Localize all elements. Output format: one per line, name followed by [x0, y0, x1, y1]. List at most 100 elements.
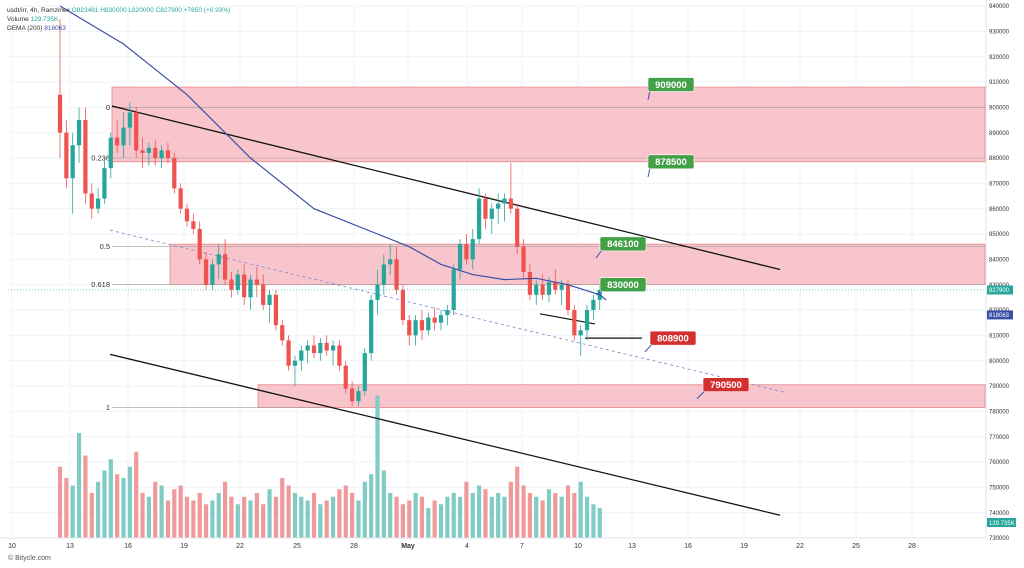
annotation-pointer — [644, 343, 653, 353]
volume-bar — [76, 433, 82, 538]
volume-bar — [165, 500, 171, 538]
candle-body — [521, 246, 526, 272]
candle-body — [496, 203, 501, 209]
x-tick-label: 4 — [465, 543, 469, 550]
volume-bar — [121, 478, 126, 538]
volume-bar — [273, 496, 278, 538]
candle-body — [502, 198, 507, 204]
volume-bar — [375, 395, 380, 538]
volume-bar — [159, 485, 164, 538]
candle-body — [394, 259, 399, 290]
volume-bar — [407, 500, 412, 538]
candle-body — [159, 150, 164, 158]
candle-body — [96, 198, 101, 209]
volume-bar — [464, 481, 469, 538]
volume-bar — [572, 493, 577, 538]
candle-body — [527, 272, 532, 295]
candle-body — [445, 310, 450, 316]
volume-bar — [343, 485, 348, 538]
annotation-pointer — [595, 249, 603, 259]
volume-bar — [210, 500, 215, 538]
volume-bar — [356, 500, 361, 538]
y-tick-label: 740000 — [989, 511, 1010, 517]
annotation-box — [599, 236, 647, 252]
volume-bar — [502, 496, 507, 538]
volume-bar — [292, 493, 298, 538]
volume-bar — [559, 496, 564, 538]
volume-bar — [229, 496, 234, 538]
volume-bar — [197, 493, 202, 538]
legend-volume-row: Volume 129.735K — [7, 15, 230, 24]
candle-body — [489, 208, 494, 219]
x-tick-label: 16 — [124, 543, 132, 550]
y-tick-label: 880000 — [989, 156, 1010, 162]
candle-body — [178, 188, 183, 209]
volume-bar — [57, 466, 63, 538]
volume-bar — [540, 500, 545, 538]
y-tick-label: 760000 — [989, 460, 1010, 466]
candle-body — [324, 342, 329, 351]
fib-level-label: 0.618 — [91, 280, 110, 289]
volume-bar — [267, 489, 272, 538]
annotation-pointer — [696, 390, 706, 400]
candle-body — [305, 345, 310, 351]
volume-bar — [591, 504, 596, 538]
upper-trendline — [111, 105, 781, 271]
x-tick-label: 13 — [66, 543, 74, 550]
volume-bar — [102, 470, 107, 538]
candle-body — [343, 365, 348, 389]
volume-bar — [369, 474, 374, 538]
y-tick-label: 800000 — [989, 359, 1010, 365]
x-tick-label: 10 — [574, 543, 582, 550]
candle-body — [375, 284, 380, 300]
volume-bar — [584, 496, 590, 538]
lower-trendline — [109, 353, 781, 516]
volume-bar — [299, 496, 304, 538]
candle-body — [76, 120, 82, 146]
x-tick-label: 28 — [908, 543, 916, 550]
last-price-tag: 827900 — [989, 288, 1010, 294]
annotation-box — [647, 77, 695, 92]
volume-bar — [223, 481, 228, 538]
y-tick-label: 910000 — [989, 80, 1010, 86]
volume-bar — [330, 496, 336, 538]
legend: usdt/irr, 4h, Ramzinex O823481 H830000 L… — [7, 6, 230, 33]
volume-bar — [445, 496, 450, 538]
candle-body — [134, 112, 139, 151]
candle-body — [362, 353, 367, 392]
volume-bar — [578, 481, 583, 538]
volume-bar — [508, 481, 513, 538]
candle-body — [369, 299, 374, 354]
annotation-box — [647, 154, 695, 170]
fib-level-label: 1 — [106, 403, 110, 412]
candle-body — [197, 228, 202, 260]
annotation-label: 878500 — [655, 157, 687, 168]
annotation-box — [599, 277, 647, 292]
y-tick-label: 850000 — [989, 232, 1010, 238]
candle-body — [140, 150, 145, 153]
volume-bar — [242, 496, 247, 538]
volume-bar — [419, 496, 425, 538]
volume-bar — [438, 504, 444, 538]
annotation-label: 790500 — [710, 380, 742, 391]
candle-body — [578, 330, 583, 336]
candle-body — [337, 345, 342, 366]
x-tick-label: 25 — [293, 543, 301, 550]
candle-body — [153, 147, 158, 158]
y-tick-label: 900000 — [989, 106, 1010, 112]
volume-bar — [203, 504, 209, 538]
brand-watermark: © Bitycle.com — [8, 555, 51, 562]
candle-body — [350, 388, 355, 402]
candle-body — [572, 310, 577, 336]
candle-body — [330, 345, 336, 351]
volume-bar — [470, 493, 475, 538]
dema-axis-tag-box — [987, 310, 1013, 320]
candle-body — [254, 279, 259, 285]
candle-body — [546, 282, 552, 295]
volume-bar — [337, 489, 342, 538]
volume-bar — [146, 496, 151, 538]
supply-demand-zone — [169, 243, 986, 286]
candle-body — [464, 244, 469, 260]
volume-bar — [362, 481, 367, 538]
